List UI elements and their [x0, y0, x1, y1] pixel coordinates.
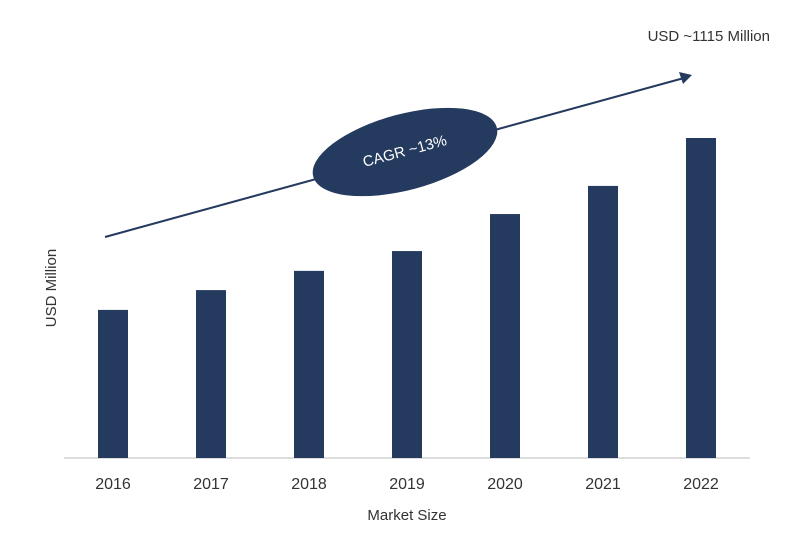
bar [98, 309, 128, 458]
x-tick-label: 2017 [193, 476, 229, 493]
y-axis-label: USD Million [43, 249, 60, 327]
bar [588, 185, 618, 458]
x-tick-label: 2020 [487, 476, 523, 493]
x-tick-label: 2019 [389, 476, 425, 493]
bar [490, 214, 520, 458]
cagr-ellipse [312, 107, 498, 197]
x-tick-label: 2016 [95, 476, 131, 493]
x-tick-label: 2022 [683, 476, 719, 493]
arrow-head [679, 72, 692, 84]
x-axis-label: Market Size [367, 507, 446, 524]
x-tick-label: 2018 [291, 476, 327, 493]
end-value-label: USD ~1115 Million [648, 28, 770, 45]
bar [294, 270, 324, 458]
bar [196, 290, 226, 458]
bar [392, 251, 422, 458]
x-tick-label: 2021 [585, 476, 621, 493]
bar [686, 138, 716, 458]
